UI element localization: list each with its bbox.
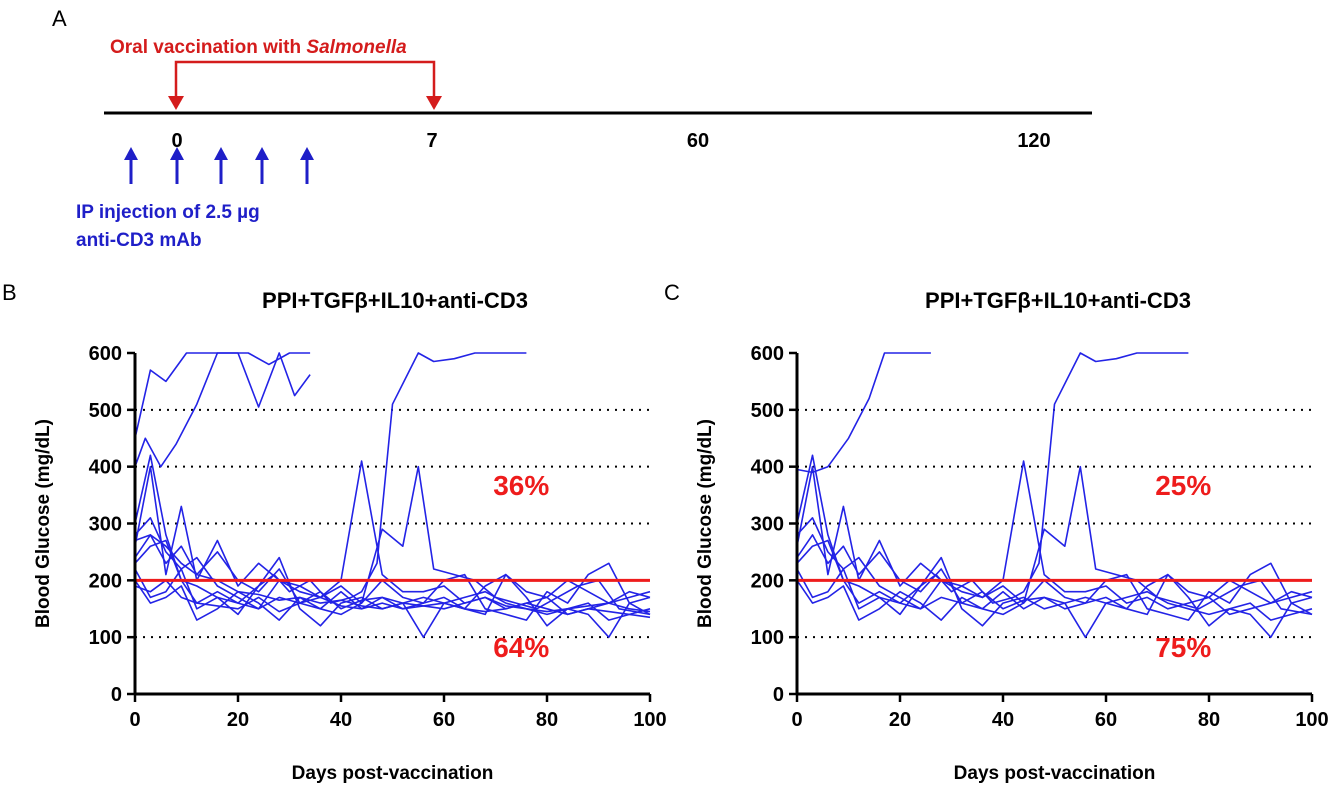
percent-below-annotation: 75% xyxy=(1155,632,1211,663)
y-tick-label: 500 xyxy=(89,400,122,422)
x-tick-label: 40 xyxy=(992,709,1014,731)
y-tick-label: 200 xyxy=(751,570,784,592)
timeline-tick-0: 0 xyxy=(171,130,182,152)
y-tick-label: 0 xyxy=(773,684,784,706)
series-line-3 xyxy=(796,460,1313,610)
chart-panel-b: PPI+TGFβ+IL10+anti-CD3010020030040050060… xyxy=(33,288,667,784)
y-tick-label: 600 xyxy=(89,343,122,365)
vaccination-bracket xyxy=(174,60,436,104)
timeline-tick-120: 120 xyxy=(1017,130,1050,152)
series-line-6 xyxy=(796,556,1313,627)
y-tick-label: 600 xyxy=(751,343,784,365)
x-tick-label: 60 xyxy=(1095,709,1117,731)
timeline-tick-60: 60 xyxy=(687,130,709,152)
series-line-11 xyxy=(134,534,651,613)
chart-title: PPI+TGFβ+IL10+anti-CD3 xyxy=(925,288,1191,313)
series-line-4 xyxy=(134,460,651,610)
series-line-1 xyxy=(796,352,931,474)
series-line-9 xyxy=(134,539,651,639)
series-line-7 xyxy=(134,556,651,627)
series-line-8 xyxy=(796,539,1313,639)
panel-label-c: C xyxy=(664,280,680,305)
x-tick-label: 100 xyxy=(633,709,666,731)
panel-a: A Oral vaccination with Salmonella 0 7 6… xyxy=(52,6,1092,251)
vaccination-arrow-day0 xyxy=(168,96,184,110)
panel-b: B PPI+TGFβ+IL10+anti-CD30100200300400500… xyxy=(2,280,667,784)
y-tick-label: 100 xyxy=(751,627,784,649)
series-line-2 xyxy=(134,352,311,468)
injection-arrow xyxy=(214,147,228,184)
series-line-7 xyxy=(796,562,1313,621)
x-tick-label: 80 xyxy=(1198,709,1220,731)
y-tick-label: 400 xyxy=(89,457,122,479)
series-line-10 xyxy=(134,579,651,619)
y-tick-label: 0 xyxy=(111,684,122,706)
y-tick-label: 100 xyxy=(89,627,122,649)
y-tick-label: 400 xyxy=(751,457,784,479)
vaccination-arrow-day7 xyxy=(426,96,442,110)
panel-label-b: B xyxy=(2,280,17,305)
injection-arrows xyxy=(124,147,314,184)
x-tick-label: 0 xyxy=(791,709,802,731)
x-tick-label: 20 xyxy=(889,709,911,731)
percent-below-annotation: 64% xyxy=(493,632,549,663)
x-tick-label: 80 xyxy=(536,709,558,731)
x-axis-label: Days post-vaccination xyxy=(954,763,1156,784)
y-tick-label: 200 xyxy=(89,570,122,592)
injection-arrow xyxy=(124,147,138,184)
injection-label-line2: anti-CD3 mAb xyxy=(76,230,202,251)
injection-label-line1: IP injection of 2.5 µg xyxy=(76,202,260,223)
y-tick-label: 300 xyxy=(89,514,122,536)
chart-title: PPI+TGFβ+IL10+anti-CD3 xyxy=(262,288,528,313)
vaccination-title: Oral vaccination with Salmonella xyxy=(110,37,407,58)
y-axis-label: Blood Glucose (mg/dL) xyxy=(33,419,54,628)
series-line-4 xyxy=(796,465,1313,616)
chart-panel-c: PPI+TGFβ+IL10+anti-CD3010020030040050060… xyxy=(695,288,1329,784)
y-tick-label: 300 xyxy=(751,514,784,536)
injection-arrow xyxy=(170,147,184,184)
x-tick-label: 40 xyxy=(330,709,352,731)
x-tick-label: 0 xyxy=(129,709,140,731)
vaccination-title-organism: Salmonella xyxy=(306,37,407,58)
series-line-5 xyxy=(134,465,651,616)
injection-arrow xyxy=(300,147,314,184)
x-tick-label: 60 xyxy=(433,709,455,731)
x-tick-label: 100 xyxy=(1295,709,1328,731)
timeline-tick-7: 7 xyxy=(426,130,437,152)
y-tick-label: 500 xyxy=(751,400,784,422)
injection-arrow xyxy=(255,147,269,184)
y-axis-label: Blood Glucose (mg/dL) xyxy=(695,419,716,628)
percent-above-annotation: 36% xyxy=(493,470,549,501)
panel-label-a: A xyxy=(52,6,67,31)
panel-c: C PPI+TGFβ+IL10+anti-CD30100200300400500… xyxy=(664,280,1329,784)
vaccination-title-prefix: Oral vaccination with xyxy=(110,37,306,58)
series-line-8 xyxy=(134,562,651,621)
x-axis-label: Days post-vaccination xyxy=(292,763,494,784)
x-tick-label: 20 xyxy=(227,709,249,731)
percent-above-annotation: 25% xyxy=(1155,470,1211,501)
